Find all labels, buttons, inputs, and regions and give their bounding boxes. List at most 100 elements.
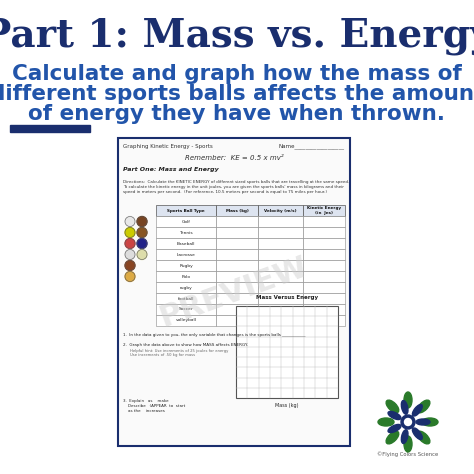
Text: 2.  Graph the data above to show how MASS affects ENERGY.: 2. Graph the data above to show how MASS… bbox=[123, 343, 248, 347]
Bar bbox=[303, 249, 345, 260]
Text: ©Flying Colors Science: ©Flying Colors Science bbox=[377, 451, 438, 457]
Bar bbox=[217, 227, 258, 238]
Bar bbox=[303, 271, 345, 282]
Circle shape bbox=[137, 228, 147, 237]
Ellipse shape bbox=[388, 424, 401, 433]
Bar bbox=[303, 293, 345, 304]
Bar bbox=[10, 125, 90, 132]
Bar bbox=[156, 249, 217, 260]
Text: Baseball: Baseball bbox=[177, 241, 195, 246]
Bar bbox=[258, 315, 303, 326]
Ellipse shape bbox=[404, 436, 412, 452]
Bar bbox=[303, 205, 345, 216]
Bar bbox=[236, 306, 338, 398]
Text: Velocity (m/s): Velocity (m/s) bbox=[264, 209, 297, 212]
Bar bbox=[217, 205, 258, 216]
Ellipse shape bbox=[401, 401, 408, 414]
Bar bbox=[217, 293, 258, 304]
Text: Helpful hint: Use increments of 25 joules for energy
Use increments of .50 kg fo: Helpful hint: Use increments of 25 joule… bbox=[130, 349, 228, 357]
Text: 3.  Explain   as    make
    Describe   (APPEAR  to  start
    as the    increas: 3. Explain as make Describe (APPEAR to s… bbox=[123, 400, 185, 412]
Circle shape bbox=[137, 217, 147, 227]
Bar bbox=[156, 260, 217, 271]
Bar bbox=[217, 238, 258, 249]
Bar bbox=[217, 260, 258, 271]
Circle shape bbox=[125, 238, 135, 248]
Text: Lacrosse: Lacrosse bbox=[177, 253, 196, 256]
Bar bbox=[303, 227, 345, 238]
Bar bbox=[217, 249, 258, 260]
Circle shape bbox=[137, 249, 147, 259]
Bar bbox=[303, 260, 345, 271]
Bar bbox=[303, 304, 345, 315]
Text: Rugby: Rugby bbox=[179, 264, 193, 267]
Text: different sports balls affects the amount: different sports balls affects the amoun… bbox=[0, 84, 474, 104]
Ellipse shape bbox=[412, 404, 422, 416]
Text: rugby: rugby bbox=[180, 285, 192, 290]
Bar bbox=[303, 238, 345, 249]
Bar bbox=[258, 216, 303, 227]
Bar bbox=[258, 282, 303, 293]
Text: Name__________________: Name__________________ bbox=[279, 143, 345, 149]
Text: of energy they have when thrown.: of energy they have when thrown. bbox=[28, 104, 446, 124]
Text: Golf: Golf bbox=[182, 219, 191, 224]
Ellipse shape bbox=[417, 431, 430, 444]
Bar bbox=[258, 304, 303, 315]
Bar bbox=[217, 315, 258, 326]
Bar bbox=[217, 271, 258, 282]
FancyBboxPatch shape bbox=[118, 138, 350, 446]
Circle shape bbox=[125, 217, 135, 227]
Text: Part One: Mass and Energy: Part One: Mass and Energy bbox=[123, 166, 219, 172]
Bar bbox=[217, 304, 258, 315]
Circle shape bbox=[125, 261, 135, 271]
Text: Mass (kg): Mass (kg) bbox=[275, 403, 299, 409]
Bar bbox=[156, 205, 217, 216]
Circle shape bbox=[404, 419, 411, 426]
Text: Graphing Kinetic Energy - Sports: Graphing Kinetic Energy - Sports bbox=[123, 144, 213, 148]
Bar bbox=[258, 205, 303, 216]
Ellipse shape bbox=[412, 428, 422, 439]
Text: football: football bbox=[178, 297, 194, 301]
Bar bbox=[156, 227, 217, 238]
Ellipse shape bbox=[422, 418, 438, 426]
Bar bbox=[217, 216, 258, 227]
Circle shape bbox=[125, 272, 135, 282]
Bar bbox=[156, 293, 217, 304]
Text: PREVIEW: PREVIEW bbox=[156, 252, 312, 332]
Bar bbox=[156, 282, 217, 293]
Text: Directions:  Calculate the KINETIC ENERGY of different sized sports balls that a: Directions: Calculate the KINETIC ENERGY… bbox=[123, 181, 349, 193]
Bar bbox=[258, 238, 303, 249]
Text: Part 1: Mass vs. Energy: Part 1: Mass vs. Energy bbox=[0, 17, 474, 55]
Bar bbox=[258, 271, 303, 282]
Bar bbox=[303, 315, 345, 326]
Bar bbox=[258, 293, 303, 304]
Ellipse shape bbox=[386, 400, 399, 413]
Text: Remember:  KE = 0.5 x mv²: Remember: KE = 0.5 x mv² bbox=[185, 155, 283, 161]
Bar bbox=[303, 282, 345, 293]
Text: 1.  In the data given to you, the only variable that changes is the sports balls: 1. In the data given to you, the only va… bbox=[123, 333, 306, 337]
Ellipse shape bbox=[401, 430, 408, 444]
Bar bbox=[156, 315, 217, 326]
Ellipse shape bbox=[404, 392, 412, 408]
Ellipse shape bbox=[416, 419, 430, 425]
Text: Polo: Polo bbox=[182, 274, 191, 279]
Text: volleyball: volleyball bbox=[176, 319, 197, 322]
Circle shape bbox=[125, 249, 135, 259]
Circle shape bbox=[125, 228, 135, 237]
Text: Tennis: Tennis bbox=[180, 230, 193, 235]
Bar bbox=[303, 216, 345, 227]
Bar bbox=[258, 227, 303, 238]
Ellipse shape bbox=[388, 411, 401, 419]
Ellipse shape bbox=[386, 431, 399, 444]
Text: Mass (kg): Mass (kg) bbox=[226, 209, 249, 212]
Bar bbox=[258, 249, 303, 260]
Circle shape bbox=[137, 238, 147, 248]
Ellipse shape bbox=[417, 400, 430, 413]
Ellipse shape bbox=[378, 418, 394, 426]
Bar bbox=[217, 282, 258, 293]
Bar bbox=[156, 238, 217, 249]
Circle shape bbox=[401, 415, 415, 429]
Text: Soccer: Soccer bbox=[179, 308, 193, 311]
Bar bbox=[156, 271, 217, 282]
Text: Kinetic Energy
(in  Jes): Kinetic Energy (in Jes) bbox=[307, 206, 341, 215]
Bar bbox=[156, 304, 217, 315]
